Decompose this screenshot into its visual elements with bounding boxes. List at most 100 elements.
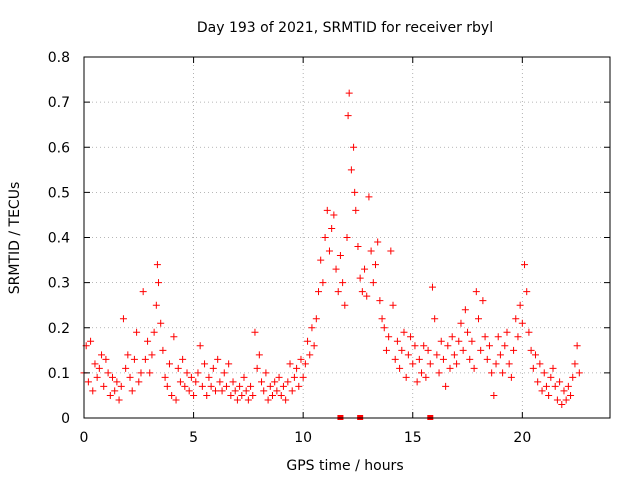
data-point	[472, 288, 480, 296]
data-point	[244, 396, 252, 404]
data-point	[133, 328, 141, 336]
data-point	[341, 301, 349, 309]
data-point	[290, 373, 298, 381]
data-point	[442, 382, 450, 390]
y-tick-label: 0.7	[48, 95, 70, 111]
data-point	[227, 391, 235, 399]
data-point	[128, 387, 136, 395]
data-point	[233, 396, 241, 404]
data-point	[113, 378, 121, 386]
data-point	[238, 391, 246, 399]
data-point	[321, 234, 329, 241]
data-point	[376, 297, 384, 305]
data-point	[391, 355, 399, 363]
data-point	[551, 382, 559, 390]
data-point	[87, 337, 95, 345]
data-point	[229, 378, 237, 386]
data-point	[277, 391, 285, 399]
x-axis-label: GPS time / hours	[286, 458, 403, 474]
data-point	[299, 373, 307, 381]
data-point	[216, 378, 224, 386]
data-point	[492, 360, 500, 368]
data-point	[538, 387, 546, 395]
data-point	[293, 364, 301, 372]
data-point	[176, 378, 184, 386]
y-axis-ticks: 0 0.1 0.2 0.3 0.4 0.5 0.6 0.7 0.8	[48, 50, 610, 427]
data-point	[328, 224, 336, 232]
data-point	[198, 382, 206, 390]
data-point	[540, 369, 548, 377]
data-point	[152, 301, 160, 309]
x-tick-label: 0	[80, 430, 89, 446]
data-point	[512, 315, 520, 323]
grid	[84, 57, 610, 418]
data-point	[240, 373, 248, 381]
data-point	[93, 373, 101, 381]
x-tick-label: 15	[404, 430, 422, 446]
data-point	[111, 387, 119, 395]
data-point	[367, 247, 375, 255]
data-point	[168, 391, 176, 399]
data-point	[336, 252, 344, 260]
data-point	[435, 369, 443, 377]
data-point	[183, 369, 191, 377]
data-point	[503, 328, 511, 336]
data-point	[117, 382, 125, 390]
data-point	[344, 112, 352, 120]
data-point	[567, 391, 575, 399]
data-point	[266, 382, 274, 390]
data-point	[310, 342, 318, 350]
data-point	[516, 301, 524, 309]
data-point	[365, 193, 373, 201]
data-point	[466, 355, 474, 363]
data-point	[190, 391, 198, 399]
data-point	[369, 279, 377, 287]
data-point	[172, 396, 180, 404]
data-point	[218, 387, 226, 395]
data-point	[352, 206, 360, 214]
data-point	[139, 288, 147, 296]
data-point	[144, 337, 152, 345]
data-point	[523, 288, 531, 296]
data-point	[455, 337, 463, 345]
data-point	[439, 355, 447, 363]
data-point	[153, 261, 161, 269]
data-point	[450, 351, 458, 359]
data-point	[494, 333, 502, 341]
data-point	[334, 288, 342, 296]
data-point	[496, 351, 504, 359]
data-point	[575, 369, 583, 377]
data-point	[531, 351, 539, 359]
data-point	[424, 346, 432, 354]
data-point	[84, 378, 92, 386]
data-point	[159, 346, 167, 354]
data-point	[560, 387, 568, 395]
data-point	[411, 342, 419, 350]
data-point	[564, 382, 572, 390]
data-point	[150, 328, 158, 336]
data-point	[464, 328, 472, 336]
data-point	[409, 360, 417, 368]
data-point	[253, 364, 261, 372]
data-point	[104, 369, 112, 377]
data-point	[351, 188, 359, 196]
data-point	[415, 355, 423, 363]
data-point	[514, 333, 522, 341]
data-point	[358, 288, 366, 296]
y-tick-label: 0.5	[48, 185, 70, 201]
data-point	[332, 265, 340, 273]
data-point	[308, 324, 316, 332]
data-point	[501, 342, 509, 350]
data-point	[343, 234, 351, 241]
data-point	[205, 373, 213, 381]
x-axis-ticks: 0 5 10 15 20	[80, 57, 531, 446]
data-point	[527, 346, 535, 354]
data-point	[251, 328, 259, 336]
y-tick-label: 0	[61, 411, 70, 427]
data-point	[339, 279, 347, 287]
data-point	[91, 360, 99, 368]
data-point	[146, 369, 154, 377]
data-point	[437, 337, 445, 345]
data-point	[258, 378, 266, 386]
